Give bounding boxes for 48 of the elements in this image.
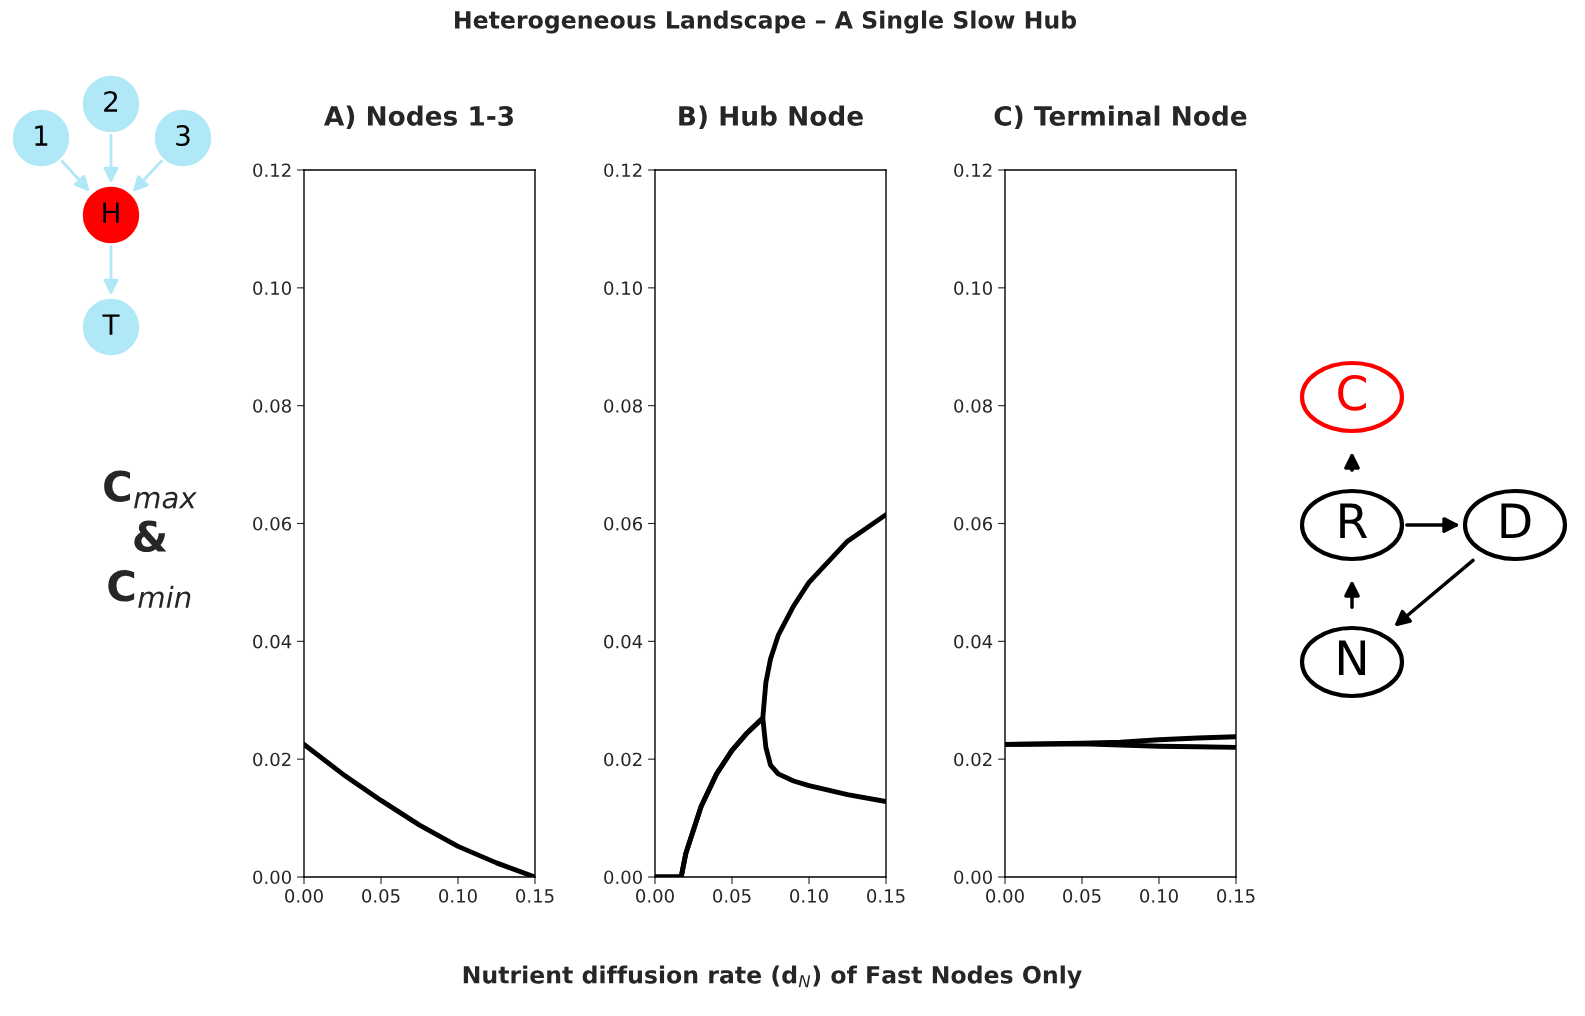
chart-title: B) Hub Node [679,105,863,130]
y-tick-label: 0.10 [604,281,642,295]
text: 3 [176,125,190,147]
y-tick-label: 0.10 [954,281,992,295]
y-tick-label: 0.00 [253,870,291,885]
y-tick-label: 0.12 [954,163,992,178]
y-tick-label: 0.00 [604,870,642,885]
chart-title: C) Terminal Node [994,105,1247,130]
x-tick-label: 0.10 [1140,889,1178,903]
text: Nutrient diffusion rate (d$_{N}$) of Fast Nodes Only [463,965,1082,989]
x-tick-label: 0.05 [713,889,751,903]
y-tick-label: 0.02 [954,752,992,767]
text: D [1501,503,1531,539]
y-tick-label: 0.04 [253,634,292,649]
y-tick-label: 0.02 [253,752,291,767]
x-tick-label: 0.00 [986,889,1024,903]
y-tick-label: 0.08 [954,399,992,413]
y-tick-label: 0.06 [253,516,292,531]
text: T [102,314,120,335]
x-tick-label: 0.10 [790,889,828,903]
text: 1 [35,125,48,146]
text: Heterogeneous Landscape – A Single Slow Hub [455,10,1077,34]
y-tick-label: 0.02 [604,752,642,767]
x-tick-label: 0.15 [867,889,905,903]
x-tick-label: 0.05 [362,889,400,903]
text: N [1338,640,1366,676]
y-tick-label: 0.12 [604,163,642,178]
text: C [1338,374,1366,411]
x-tick-label: 0.10 [439,889,477,903]
y-tick-label: 0.10 [253,281,291,295]
y-tick-label: 0.06 [604,516,643,531]
x-tick-label: 0.00 [636,889,674,903]
text: H [103,202,119,223]
y-tick-label: 0.04 [604,634,643,649]
y-tick-label: 0.04 [954,634,993,649]
chart-title: A) Nodes 1-3 [324,105,514,130]
text: 2 [104,91,118,112]
text: C$_{max}$ & C$_{min}$ [104,470,197,608]
text: R [1340,503,1368,539]
x-tick-label: 0.15 [516,889,554,903]
y-tick-label: 0.08 [604,399,642,413]
y-tick-label: 0.00 [954,870,992,885]
x-tick-label: 0.05 [1063,889,1101,903]
y-tick-label: 0.12 [253,163,291,178]
y-tick-label: 0.06 [954,516,993,531]
x-tick-label: 0.00 [285,889,323,903]
x-tick-label: 0.15 [1217,889,1255,903]
y-tick-label: 0.08 [253,399,291,413]
